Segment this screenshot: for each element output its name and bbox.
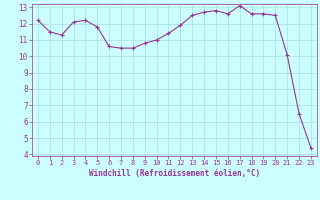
X-axis label: Windchill (Refroidissement éolien,°C): Windchill (Refroidissement éolien,°C) bbox=[89, 169, 260, 178]
